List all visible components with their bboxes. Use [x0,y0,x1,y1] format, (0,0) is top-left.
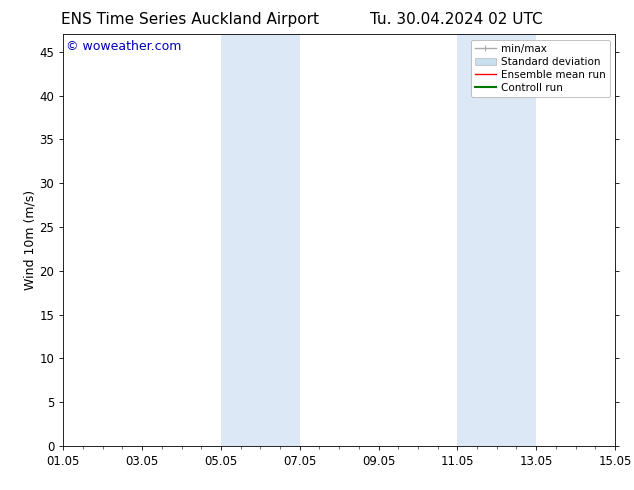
Y-axis label: Wind 10m (m/s): Wind 10m (m/s) [23,190,37,290]
Bar [457,34,536,446]
Legend: min/max, Standard deviation, Ensemble mean run, Controll run: min/max, Standard deviation, Ensemble me… [470,40,610,97]
Text: Tu. 30.04.2024 02 UTC: Tu. 30.04.2024 02 UTC [370,12,543,27]
Bar [221,34,300,446]
Text: © woweather.com: © woweather.com [66,41,181,53]
Text: ENS Time Series Auckland Airport: ENS Time Series Auckland Airport [61,12,319,27]
